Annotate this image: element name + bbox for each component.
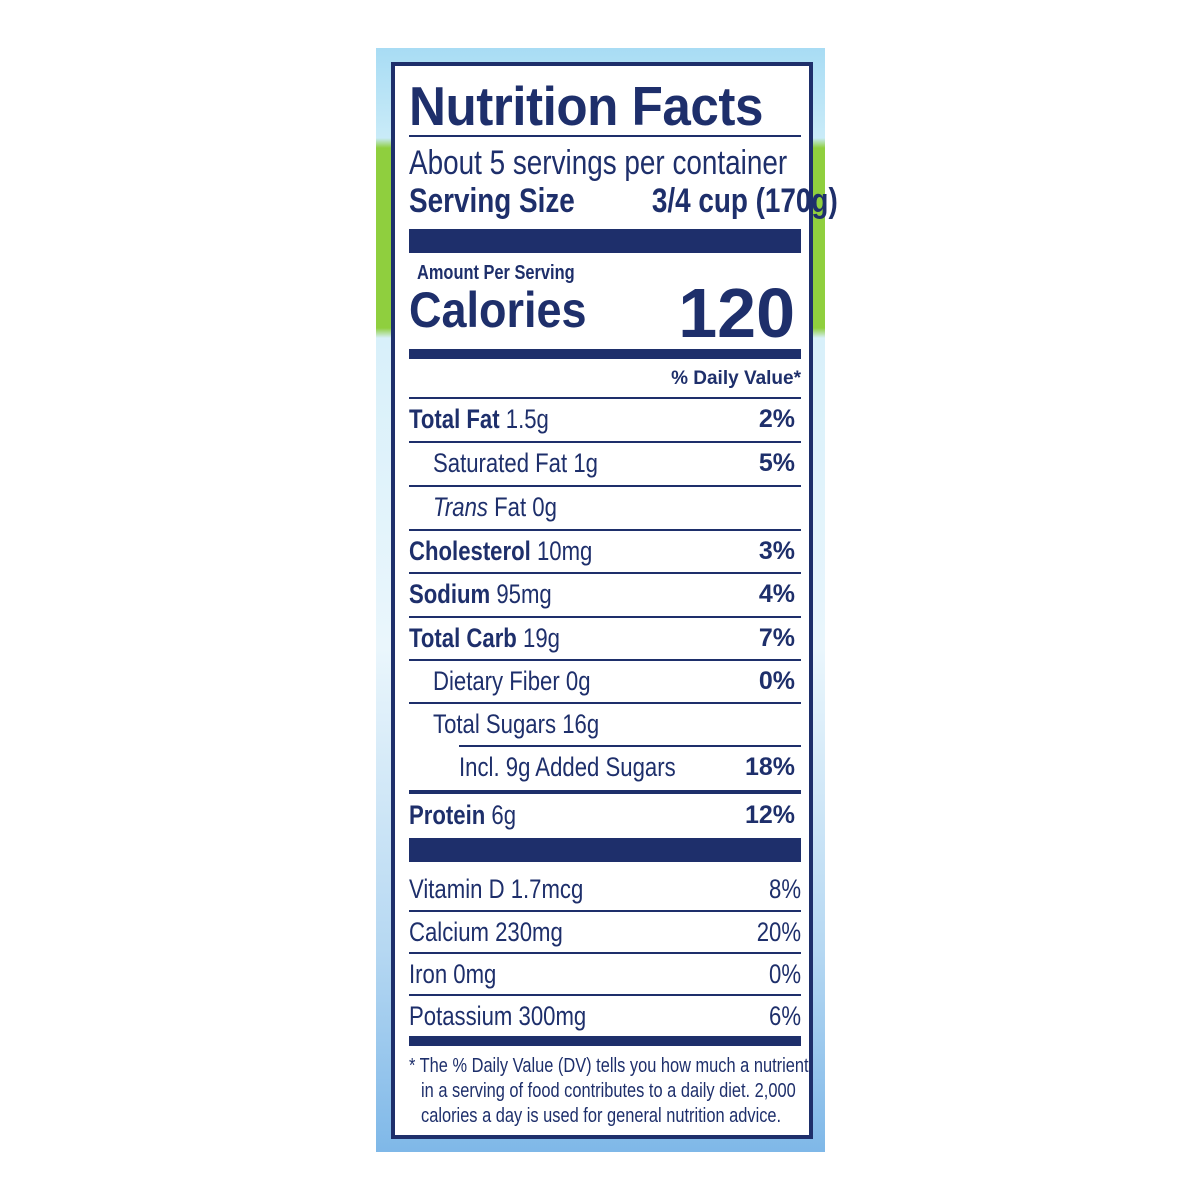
calories-value: 120 [678, 274, 795, 352]
serving-size-value: 3/4 cup (170g) [652, 182, 838, 220]
nutrient-row: Protein 6g 12% [409, 790, 801, 836]
nutrition-facts-label: Nutrition Facts About 5 servings per con… [391, 62, 838, 1139]
nutrient-row: Cholesterol 10mg 3% [409, 529, 801, 572]
nutrient-name: Saturated Fat [433, 448, 568, 478]
nutrient-dv: 7% [758, 624, 795, 652]
nutrient-amount: 95mg [496, 579, 552, 609]
vitamin-label: Calcium 230mg [409, 916, 563, 947]
amount-per-serving-text: Amount Per Serving [417, 262, 575, 284]
vitamin-dv: 6% [768, 1000, 801, 1031]
vitamin-label: Vitamin D 1.7mcg [409, 873, 584, 904]
nutrient-name-rest: Fat [494, 492, 527, 522]
vitamin-dv: 8% [768, 873, 801, 904]
vitamin-row: Iron 0mg 0% [409, 952, 801, 994]
nutrient-row: Sodium 95mg 4% [409, 572, 801, 615]
calories-label: Calories [409, 282, 587, 338]
thick-divider [409, 229, 801, 253]
nutrient-amount: 6g [491, 799, 517, 830]
nutrient-amount: 19g [523, 623, 560, 653]
title-text: Nutrition Facts [409, 75, 763, 137]
thick-divider [409, 838, 801, 862]
nutrient-dv: 18% [744, 753, 795, 781]
nutrient-row: Saturated Fat 1g 5% [409, 441, 801, 484]
nutrient-amount: 10mg [536, 536, 593, 566]
vitamin-row: Calcium 230mg 20% [409, 910, 801, 952]
servings-per-container: About 5 servings per container [409, 144, 801, 183]
daily-value-header: % Daily Value* [671, 368, 801, 389]
nutrient-amount: 1.5g [505, 404, 549, 434]
serving-size: Serving Size 3/4 cup (170g) [409, 182, 838, 221]
nutrient-row: Trans Fat 0g [409, 485, 801, 528]
nutrient-dv: 4% [758, 580, 795, 608]
nutrient-name: Sodium [409, 579, 491, 609]
footnote-line: calories a day is used for general nutri… [421, 1105, 782, 1127]
serving-size-label: Serving Size [409, 182, 575, 220]
nutrient-dv: 5% [758, 449, 795, 477]
calories-row: Calories 120 [409, 274, 801, 353]
nutrient-name: Incl. 9g Added Sugars [459, 752, 676, 782]
medium-divider [409, 1036, 801, 1046]
medium-divider [409, 349, 801, 359]
nutrient-amount: 1g [573, 448, 598, 478]
label-title: Nutrition Facts [409, 74, 801, 138]
nutrient-row: Total Sugars 16g [409, 702, 801, 745]
nutrient-name: Trans [433, 492, 488, 522]
vitamin-dv: 20% [756, 916, 801, 947]
footnote-line: in a serving of food contributes to a da… [421, 1080, 796, 1102]
nutrient-name: Total Fat [409, 404, 500, 434]
nutrient-dv: 12% [744, 800, 795, 829]
nutrient-name: Dietary Fiber [433, 666, 560, 696]
nutrient-amount: 0g [565, 666, 591, 696]
footnote-line: * The % Daily Value (DV) tells you how m… [409, 1055, 809, 1077]
nutrient-row: Total Carb 19g 7% [409, 616, 801, 659]
divider [409, 135, 801, 137]
vitamin-row: Potassium 300mg 6% [409, 994, 801, 1036]
vitamin-label: Potassium 300mg [409, 1000, 587, 1031]
nutrient-name: Cholesterol [409, 536, 531, 566]
servings-text: About 5 servings per container [409, 144, 788, 182]
vitamin-label: Iron 0mg [409, 958, 497, 989]
vitamin-row: Vitamin D 1.7mcg 8% [409, 868, 801, 910]
nutrient-row: Total Fat 1.5g 2% [409, 397, 801, 440]
nutrient-amount: 16g [562, 709, 600, 739]
nutrient-name: Total Carb [409, 623, 517, 653]
nutrient-row: Incl. 9g Added Sugars 18% [459, 745, 801, 788]
nutrient-name: Total Sugars [433, 709, 557, 739]
nutrient-dv: 0% [758, 667, 795, 695]
amount-per-serving: Amount Per Serving [417, 262, 809, 285]
nutrient-dv: 2% [758, 405, 795, 433]
vitamin-dv: 0% [768, 958, 801, 989]
footnote: * The % Daily Value (DV) tells you how m… [409, 1054, 809, 1129]
nutrient-row: Dietary Fiber 0g 0% [409, 659, 801, 702]
nutrient-dv: 3% [758, 537, 795, 565]
nutrient-amount: 0g [532, 492, 557, 522]
nutrient-name: Protein [409, 799, 486, 830]
